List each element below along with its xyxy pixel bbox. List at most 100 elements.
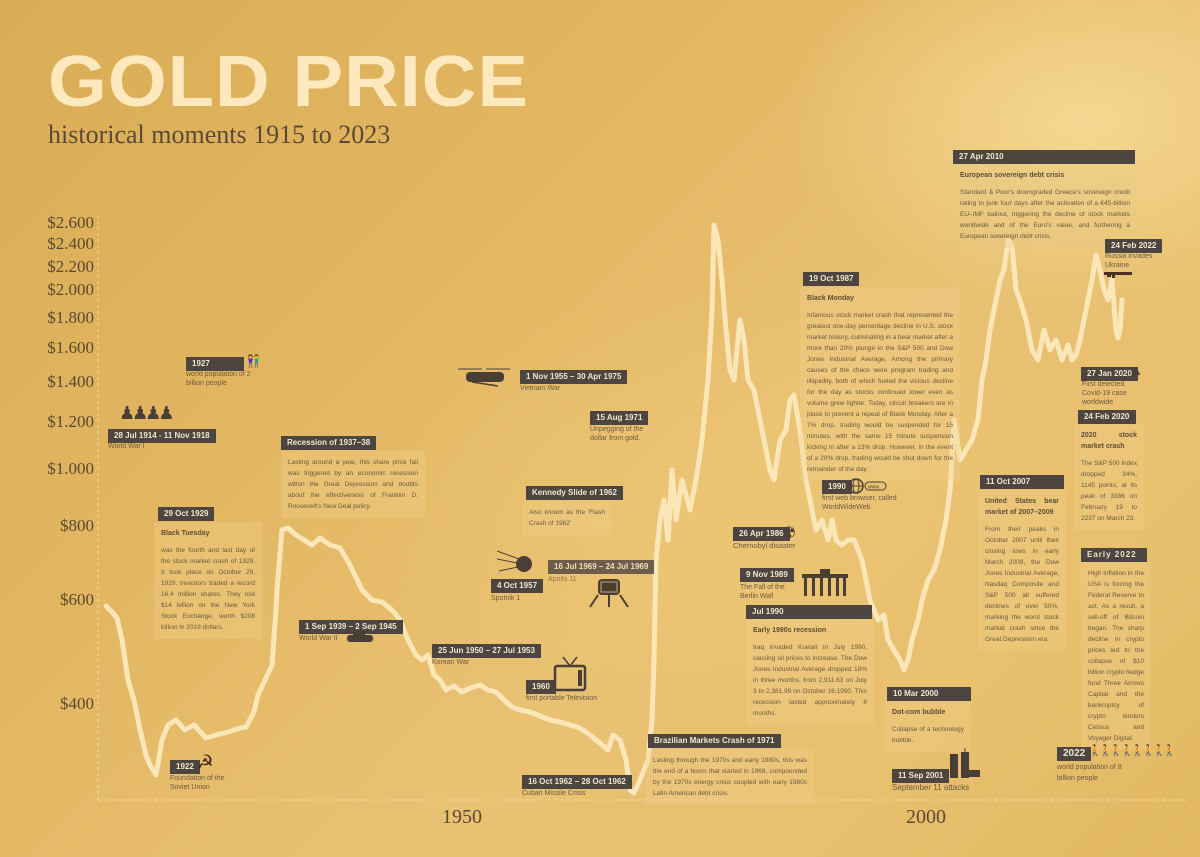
tank-icon [343, 628, 377, 642]
radiation-icon: ☢ [782, 525, 797, 542]
event-pop2022-caption: world population of 8 billion people [1057, 764, 1122, 782]
x-tick-1950: 1950 [442, 806, 482, 828]
twin-towers-icon [948, 748, 980, 783]
y-tick-800: $800 [60, 516, 94, 535]
event-tv-caption: first portable Television [526, 695, 598, 702]
event-apollo-caption: Apollo 11 [548, 576, 577, 583]
event-dotcom-box: Dot-com bubble Collapse of a technology … [885, 701, 971, 752]
event-black-monday-box: Black Monday Infamous stock market crash… [800, 287, 960, 481]
event-sep11-caption: September 11 attacks [892, 783, 970, 792]
event-dotcom-body: Collapse of a technology bubble. [892, 726, 964, 744]
event-recession37-box: Lasting around a year, this share price … [281, 451, 425, 518]
event-crash2020-heading: 2020 stock market crash [1081, 432, 1137, 450]
event-kennedy-box: Also known as the 'Flash Crash of 1962' [522, 501, 612, 535]
event-ussr-caption: Foundation of the Soviet Union [170, 775, 225, 791]
event-recession37-body: Lasting around a year, this share price … [288, 459, 418, 510]
y-tick-1200: $1.200 [47, 412, 94, 431]
event-ukraine-date: 24 Feb 2022 [1105, 239, 1163, 253]
event-bear2007-box: United States bear market of 2007–2009 F… [978, 490, 1066, 651]
y-tick-2400: $2.400 [47, 234, 94, 253]
event-berlin-date: 9 Nov 1989 [740, 568, 794, 582]
event-bear2007-heading: United States bear market of 2007–2009 [985, 498, 1059, 516]
event-korea-date: 25 Jun 1950 – 27 Jul 1953 [432, 644, 541, 658]
event-chernobyl-caption: Chernobyl disaster [733, 541, 796, 550]
event-cuba-caption: Cuban Missile Crisis [522, 790, 586, 797]
event-berlin-caption: The Fall of the Berlin Wall [740, 584, 785, 600]
event-black-tuesday-box: Black Tuesday was the fourth and last da… [154, 522, 262, 639]
event-ww2-caption: World War II [299, 635, 338, 642]
event-crash2020-box: 2020 stock market crash The S&P 500 inde… [1074, 424, 1144, 530]
event-pop1927-date: 1927 [186, 357, 244, 371]
event-vietnam-caption: Vietnam War [520, 385, 561, 392]
sputnik-icon [496, 549, 533, 582]
y-tick-1600: $1.600 [47, 338, 94, 357]
people-icon: 👫 [246, 354, 261, 368]
event-brazil-title: Brazilian Markets Crash of 1971 [648, 734, 781, 748]
page-subtitle: historical moments 1915 to 2023 [48, 120, 391, 149]
event-crypto-date: Early 2022 [1081, 548, 1147, 562]
event-bear2007-body: From their peaks in October 2007 until t… [985, 526, 1059, 643]
event-rec1990-date: Jul 1990 [746, 605, 872, 619]
event-sputnik-caption: Sputnik 1 [491, 595, 521, 602]
event-vietnam-date: 1 Nov 1955 – 30 Apr 1975 [520, 370, 628, 384]
event-ww1-date: 28 Jul 1914 - 11 Nov 1918 [108, 429, 216, 443]
y-tick-600: $600 [60, 590, 94, 609]
y-tick-1000: $1.000 [47, 459, 94, 478]
svg-text:www: www [868, 485, 879, 491]
event-black-monday-body: Infamous stock market crash that represe… [807, 312, 953, 473]
y-tick-2200: $2.200 [47, 257, 94, 276]
event-euro-date: 27 Apr 2010 [953, 150, 1135, 164]
y-tick-2000: $2.000 [47, 280, 94, 299]
helicopter-icon [458, 366, 510, 393]
event-tv-date: 1960 [526, 680, 556, 694]
event-brazil-box: Lasting through the 1970s and early 1980… [646, 749, 814, 805]
event-ww2-date: 1 Sep 1939 – 2 Sep 1945 [299, 620, 403, 634]
event-black-tuesday-heading: Black Tuesday [161, 530, 210, 537]
x-tick-2000: 2000 [906, 806, 946, 828]
event-unpeg-date: 15 Aug 1971 [590, 411, 649, 425]
event-pop2022-date: 2022 [1057, 747, 1092, 761]
event-euro-box: European sovereign debt crisis Standard … [953, 164, 1137, 248]
y-tick-400: $400 [60, 694, 94, 713]
event-crypto-body: High inflation in the USA is forcing the… [1088, 570, 1145, 742]
event-pop1927-caption: world population of 2 billion people [186, 371, 251, 387]
y-tick-1800: $1.800 [47, 308, 94, 327]
page-title: GOLD PRICE [48, 42, 529, 122]
biohazard-warning-icon: ▲ [1130, 363, 1143, 378]
event-chernobyl-date: 26 Apr 1986 [733, 527, 790, 541]
event-crash2020-date: 24 Feb 2020 [1078, 410, 1136, 424]
event-www-date: 1990 [822, 480, 852, 494]
event-sep11-date: 11 Sep 2001 [892, 769, 950, 783]
event-black-tuesday-date: 29 Oct 1929 [158, 507, 215, 521]
event-rec1990-heading: Early 1990s recession [753, 627, 827, 634]
y-tick-2600: $2.600 [47, 213, 94, 232]
event-korea-caption: Korean War [432, 659, 470, 666]
event-recession37-title: Recession of 1937–38 [281, 436, 377, 450]
event-crash2020-body: The S&P 500 index dropped 34%, 1145 poin… [1081, 460, 1137, 522]
hammer-sickle-icon: ☭ [196, 752, 214, 774]
event-euro-heading: European sovereign debt crisis [960, 172, 1065, 179]
rifle-icon [1104, 265, 1134, 283]
television-icon [553, 656, 587, 697]
lunar-module-icon [587, 575, 631, 614]
event-covid-caption: First detected Covid-19 case worldwide [1082, 381, 1127, 406]
event-ww1-caption: World War I [108, 443, 145, 450]
brandenburg-gate-icon [802, 568, 848, 601]
event-www-caption: first web browser, called WorldWideWeb [822, 495, 897, 511]
event-apollo-date: 16 Jul 1969 – 24 Jul 1969 [548, 560, 655, 574]
event-covid-date: 27 Jan 2020 [1081, 367, 1138, 381]
event-unpeg-caption: Unpegging of the dollar from gold. [590, 426, 644, 442]
event-black-monday-date: 19 Oct 1987 [803, 272, 860, 286]
event-cuba-date: 16 Oct 1962 – 28 Oct 1962 [522, 775, 632, 789]
gold-price-line [103, 222, 1125, 796]
event-kennedy-body: Also known as the 'Flash Crash of 1962' [529, 509, 605, 527]
event-sputnik-date: 4 Oct 1957 [491, 579, 544, 593]
event-dotcom-heading: Dot-com bubble [892, 709, 946, 716]
soldiers-icon: ♟♟♟♟ [119, 403, 175, 423]
event-crypto-box: High inflation in the USA is forcing the… [1081, 562, 1151, 750]
event-dotcom-date: 10 Mar 2000 [887, 687, 971, 701]
people-group-icon: 🚶🚶🚶🚶🚶🚶🚶🚶 [1088, 745, 1177, 757]
globe-www-icon: www [848, 477, 888, 500]
event-black-tuesday-body: was the fourth and last day of the stock… [161, 547, 255, 631]
